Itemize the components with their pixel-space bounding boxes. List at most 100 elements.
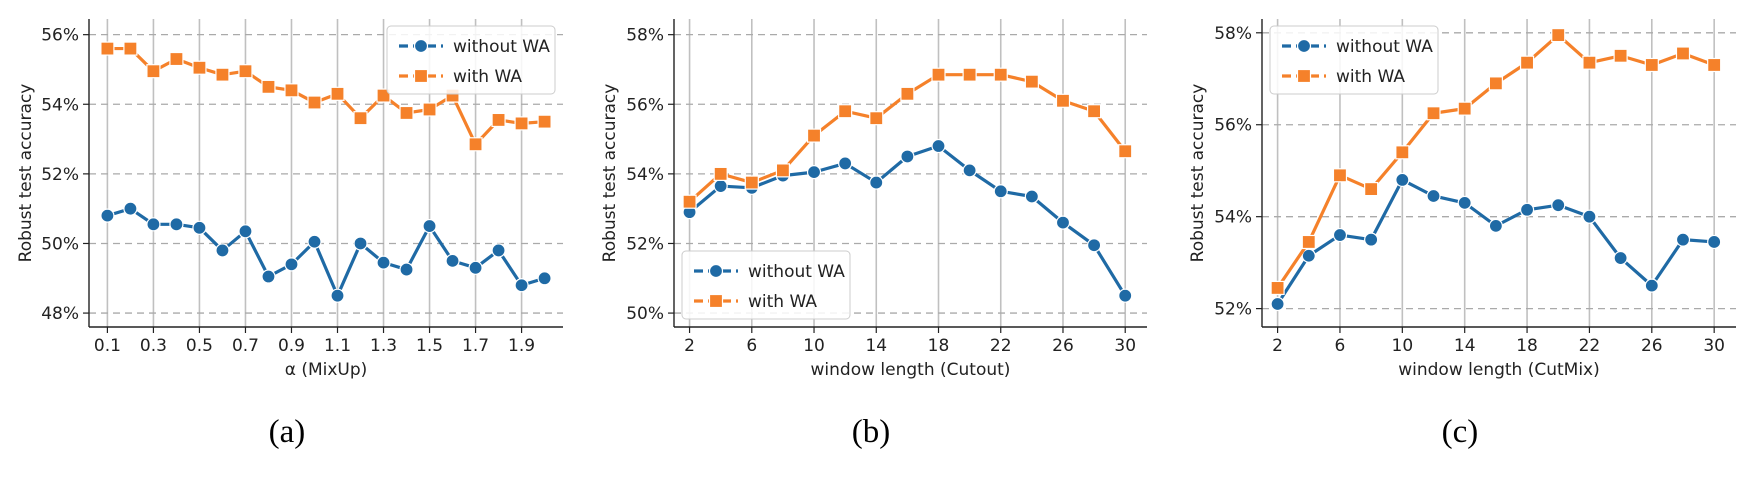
- y-tick-label: 56%: [1214, 116, 1252, 136]
- x-tick-label: 1.9: [508, 336, 535, 356]
- x-tick-label: 1.7: [462, 336, 489, 356]
- data-point-square: [491, 112, 506, 128]
- x-tick-label: 2: [684, 336, 695, 356]
- data-point-circle: [1118, 288, 1133, 303]
- data-point-square: [931, 67, 946, 82]
- data-point-circle: [713, 178, 728, 194]
- data-point-circle: [353, 236, 368, 251]
- y-tick-label: 58%: [626, 26, 664, 46]
- y-tick-label: 56%: [626, 95, 664, 115]
- data-point-circle: [468, 260, 483, 275]
- data-point-circle: [376, 255, 391, 270]
- data-point-circle: [491, 243, 506, 258]
- data-point-square: [682, 194, 697, 209]
- panel-caption: (c): [1442, 414, 1479, 450]
- data-point-circle: [284, 257, 299, 272]
- y-axis-title: Robust test accuracy: [16, 84, 36, 263]
- x-tick-label: 1.5: [416, 336, 443, 356]
- x-tick-label: 18: [928, 336, 950, 356]
- data-point-circle: [806, 165, 822, 180]
- x-tick-label: 2: [1272, 336, 1283, 356]
- legend-label: without WA: [453, 37, 550, 57]
- data-point-square: [376, 88, 391, 103]
- data-point-square: [215, 67, 230, 82]
- x-tick-label: 1.3: [370, 336, 397, 356]
- data-point-square: [169, 51, 184, 67]
- data-point-circle: [537, 271, 552, 286]
- x-tick-label: 0.7: [232, 336, 259, 356]
- y-axis-title: Robust test accuracy: [1188, 84, 1208, 263]
- x-axis-title: window length (Cutout): [811, 360, 1011, 380]
- x-tick-label: 1.1: [324, 336, 351, 356]
- data-point-circle: [1675, 232, 1691, 247]
- data-point-circle: [330, 288, 345, 303]
- legend: without WA with WA: [681, 250, 851, 320]
- data-point-circle: [307, 234, 322, 249]
- legend-marker-square: [413, 68, 429, 84]
- data-point-square: [1613, 48, 1628, 63]
- data-point-square: [100, 41, 115, 56]
- data-point-circle: [1457, 195, 1472, 210]
- legend-label: with WA: [748, 292, 817, 312]
- data-point-square: [1086, 104, 1102, 119]
- legend-marker-circle: [413, 38, 429, 54]
- legend-marker-circle: [708, 263, 724, 279]
- data-point-circle: [1519, 202, 1535, 217]
- data-point-square: [422, 102, 437, 117]
- x-tick-label: 0.1: [94, 336, 121, 356]
- data-point-square: [330, 86, 345, 101]
- data-point-square: [1332, 168, 1348, 183]
- legend-marker-circle: [1296, 38, 1312, 54]
- data-point-square: [900, 86, 915, 101]
- data-point-square: [806, 128, 822, 143]
- data-point-square: [146, 64, 161, 79]
- data-point-circle: [1270, 296, 1285, 312]
- data-point-circle: [123, 201, 138, 216]
- x-tick-label: 26: [1052, 336, 1074, 356]
- x-tick-label: 6: [746, 336, 757, 356]
- data-point-circle: [514, 278, 529, 293]
- data-point-square: [123, 41, 138, 56]
- data-point-circle: [399, 262, 414, 277]
- data-point-square: [353, 111, 368, 126]
- data-point-square: [284, 83, 299, 98]
- data-point-circle: [993, 184, 1008, 199]
- x-tick-label: 18: [1516, 336, 1538, 356]
- x-tick-label: 30: [1114, 336, 1136, 356]
- data-point-square: [468, 137, 483, 152]
- data-point-circle: [1488, 218, 1503, 233]
- data-point-square: [1582, 55, 1597, 70]
- data-point-square: [993, 67, 1008, 82]
- data-point-square: [399, 105, 414, 121]
- data-point-circle: [100, 208, 115, 223]
- data-point-circle: [869, 175, 884, 190]
- x-tick-label: 22: [990, 336, 1012, 356]
- data-point-square: [1301, 234, 1316, 250]
- data-point-square: [514, 116, 529, 131]
- x-tick-label: 10: [803, 336, 825, 356]
- data-point-circle: [1551, 198, 1566, 213]
- data-point-square: [537, 114, 552, 129]
- legend-label: without WA: [1336, 37, 1433, 57]
- x-tick-label: 26: [1641, 336, 1663, 356]
- data-point-square: [1395, 145, 1410, 160]
- data-point-square: [192, 60, 207, 75]
- legend: without WA with WA: [1269, 25, 1439, 95]
- x-tick-label: 0.9: [278, 336, 305, 356]
- y-tick-label: 54%: [41, 95, 79, 115]
- legend-marker-square: [1296, 68, 1312, 84]
- panel-caption: (a): [269, 414, 306, 450]
- y-tick-label: 52%: [1214, 300, 1252, 320]
- data-point-circle: [1364, 232, 1379, 247]
- x-tick-label: 0.5: [186, 336, 213, 356]
- data-point-square: [1644, 57, 1659, 73]
- data-point-square: [838, 104, 853, 119]
- y-tick-label: 50%: [41, 234, 79, 254]
- data-point-square: [1675, 46, 1691, 61]
- data-point-square: [1364, 181, 1379, 197]
- data-point-circle: [1644, 278, 1659, 293]
- data-point-circle: [1395, 172, 1410, 187]
- x-tick-label: 6: [1335, 336, 1346, 356]
- data-point-square: [869, 111, 884, 126]
